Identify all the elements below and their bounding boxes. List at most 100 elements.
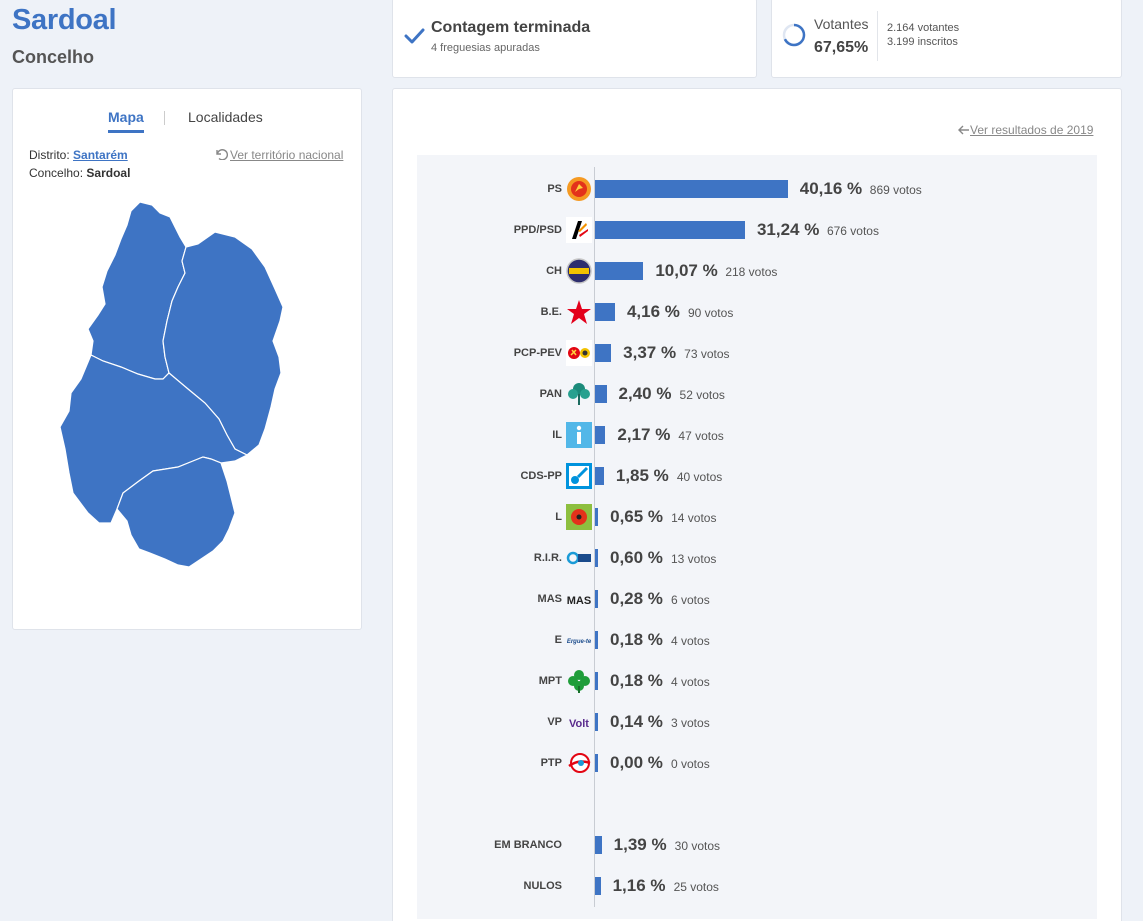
party-bar xyxy=(595,303,615,321)
party-percent: 0,60 % xyxy=(610,548,663,567)
previous-results-link[interactable]: Ver resultados de 2019 xyxy=(958,123,1093,137)
party-row-vp[interactable]: VP Volt 0,14 % 3 votos xyxy=(417,709,1097,735)
chart-axis-line xyxy=(594,167,595,907)
party-votes: 40 votos xyxy=(676,470,723,484)
party-row-pcp-pev[interactable]: PCP-PEV 3,37 % 73 votos xyxy=(417,340,1097,366)
party-votes: 218 votos xyxy=(725,265,778,279)
blank-votes-count: 30 votos xyxy=(674,839,721,853)
party-row-ch[interactable]: CH 10,07 % 218 votos xyxy=(417,258,1097,284)
distrito-label: Distrito: xyxy=(29,148,70,162)
party-name: CDS-PP xyxy=(520,470,562,482)
party-name: MPT xyxy=(538,675,562,687)
national-territory-link-text[interactable]: Ver território nacional xyxy=(230,148,344,162)
party-name: PPD/PSD xyxy=(513,224,562,236)
party-votes: 4 votos xyxy=(671,675,710,689)
party-percent: 40,16 % xyxy=(799,179,863,198)
blank-votes-row[interactable]: EM BRANCO 1,39 % 30 votos xyxy=(417,832,1097,858)
mpt-clover-icon xyxy=(568,670,590,693)
ergue-te-logo-text: Ergue-te xyxy=(567,639,592,645)
map-panel: Mapa Localidades Distrito: Santarém Conc… xyxy=(12,88,362,630)
null-votes-percent: 1,16 % xyxy=(612,876,666,895)
map-region-south[interactable] xyxy=(116,456,236,568)
party-bar xyxy=(595,467,604,485)
party-votes: 14 votos xyxy=(671,511,717,525)
turnout-card: Votantes 67,65% 2.164 votantes 3.199 ins… xyxy=(771,0,1122,78)
party-name: E xyxy=(554,634,562,646)
tab-localidades[interactable]: Localidades xyxy=(188,109,263,125)
party-row-il[interactable]: IL 2,17 % 47 votos xyxy=(417,422,1097,448)
divider xyxy=(877,11,878,61)
party-name: VP xyxy=(547,716,562,728)
mas-logo-text: MAS xyxy=(567,595,591,607)
party-row-livre[interactable]: L 0,65 % 14 votos xyxy=(417,504,1097,530)
party-percent: 3,37 % xyxy=(623,343,677,362)
party-votes: 73 votos xyxy=(684,347,730,361)
party-bar xyxy=(595,508,599,526)
null-votes-row[interactable]: NULOS 1,16 % 25 votos xyxy=(417,873,1097,899)
concelho-value: Sardoal xyxy=(86,166,131,180)
page-title: Sardoal xyxy=(12,4,117,36)
party-row-mas[interactable]: MAS MAS 0,28 % 6 votos xyxy=(417,586,1097,612)
cdu-logo-icon xyxy=(566,340,592,366)
psd-logo-icon xyxy=(566,217,592,243)
rir-logo-icon xyxy=(566,551,591,565)
party-row-rir[interactable]: R.I.R. 0,60 % 13 votos xyxy=(417,545,1097,571)
party-percent: 0,18 % xyxy=(610,671,663,690)
livre-poppy-icon xyxy=(566,504,592,530)
map-region-east[interactable] xyxy=(162,231,284,456)
municipality-map xyxy=(59,201,284,568)
null-votes-count: 25 votos xyxy=(673,880,719,894)
ps-logo-icon xyxy=(567,177,591,201)
party-votes: 52 votos xyxy=(679,388,725,402)
party-percent: 0,00 % xyxy=(610,753,663,772)
party-row-ps[interactable]: PS 40,16 % 869 votos xyxy=(417,176,1097,202)
arrow-left-icon xyxy=(958,125,969,135)
mas-logo-icon: MAS xyxy=(567,595,591,607)
be-star-icon xyxy=(567,300,591,324)
registered-count: 3.199 inscritos xyxy=(887,36,958,48)
null-votes-bar xyxy=(595,877,601,895)
turnout-progress-ring-icon xyxy=(782,23,806,47)
party-name: PAN xyxy=(539,388,562,400)
blank-votes-bar xyxy=(595,836,602,854)
pan-tree-icon xyxy=(568,383,590,405)
party-votes: 13 votos xyxy=(671,552,717,566)
party-name: CH xyxy=(546,265,562,277)
party-row-pan[interactable]: PAN 2,40 % 52 votos xyxy=(417,381,1097,407)
party-percent: 0,28 % xyxy=(610,589,663,608)
turnout-label: Votantes xyxy=(814,16,869,32)
previous-results-link-text[interactable]: Ver resultados de 2019 xyxy=(970,123,1094,137)
party-name: IL xyxy=(552,429,562,441)
party-row-cds-pp[interactable]: CDS-PP 1,85 % 40 votos xyxy=(417,463,1097,489)
party-bar xyxy=(595,262,644,280)
national-territory-link[interactable]: Ver território nacional xyxy=(214,148,343,162)
party-percent: 31,24 % xyxy=(756,220,820,239)
null-votes-label: NULOS xyxy=(523,880,563,892)
tab-separator xyxy=(164,111,165,125)
party-votes: 3 votos xyxy=(671,716,710,730)
party-percent: 1,85 % xyxy=(615,466,669,485)
party-percent: 2,40 % xyxy=(618,384,672,403)
tab-mapa[interactable]: Mapa xyxy=(108,109,144,133)
concelho-line: Concelho: Sardoal xyxy=(29,166,130,180)
party-percent: 4,16 % xyxy=(626,302,680,321)
undo-icon xyxy=(216,149,228,160)
party-row-mpt[interactable]: MPT 0,18 % 4 votos xyxy=(417,668,1097,694)
party-bar xyxy=(595,754,598,772)
party-percent: 0,14 % xyxy=(610,712,663,731)
party-percent: 10,07 % xyxy=(655,261,718,280)
party-name: MAS xyxy=(537,593,562,605)
party-row-be[interactable]: B.E. 4,16 % 90 votos xyxy=(417,299,1097,325)
party-bar xyxy=(595,426,606,444)
party-bar xyxy=(595,221,745,239)
party-row-e[interactable]: E Ergue-te 0,18 % 4 votos xyxy=(417,627,1097,653)
count-status-subtitle: 4 freguesias apuradas xyxy=(431,42,540,54)
volt-logo-text: Volt xyxy=(569,718,589,730)
distrito-link[interactable]: Santarém xyxy=(73,148,128,162)
party-name: PS xyxy=(547,183,562,195)
chega-logo-icon xyxy=(566,258,592,284)
party-bar xyxy=(595,549,598,567)
party-row-psd[interactable]: PPD/PSD 31,24 % 676 votos xyxy=(417,217,1097,243)
party-row-ptp[interactable]: PTP 0,00 % 0 votos xyxy=(417,750,1097,776)
count-status-card: Contagem terminada 4 freguesias apuradas xyxy=(392,0,757,78)
